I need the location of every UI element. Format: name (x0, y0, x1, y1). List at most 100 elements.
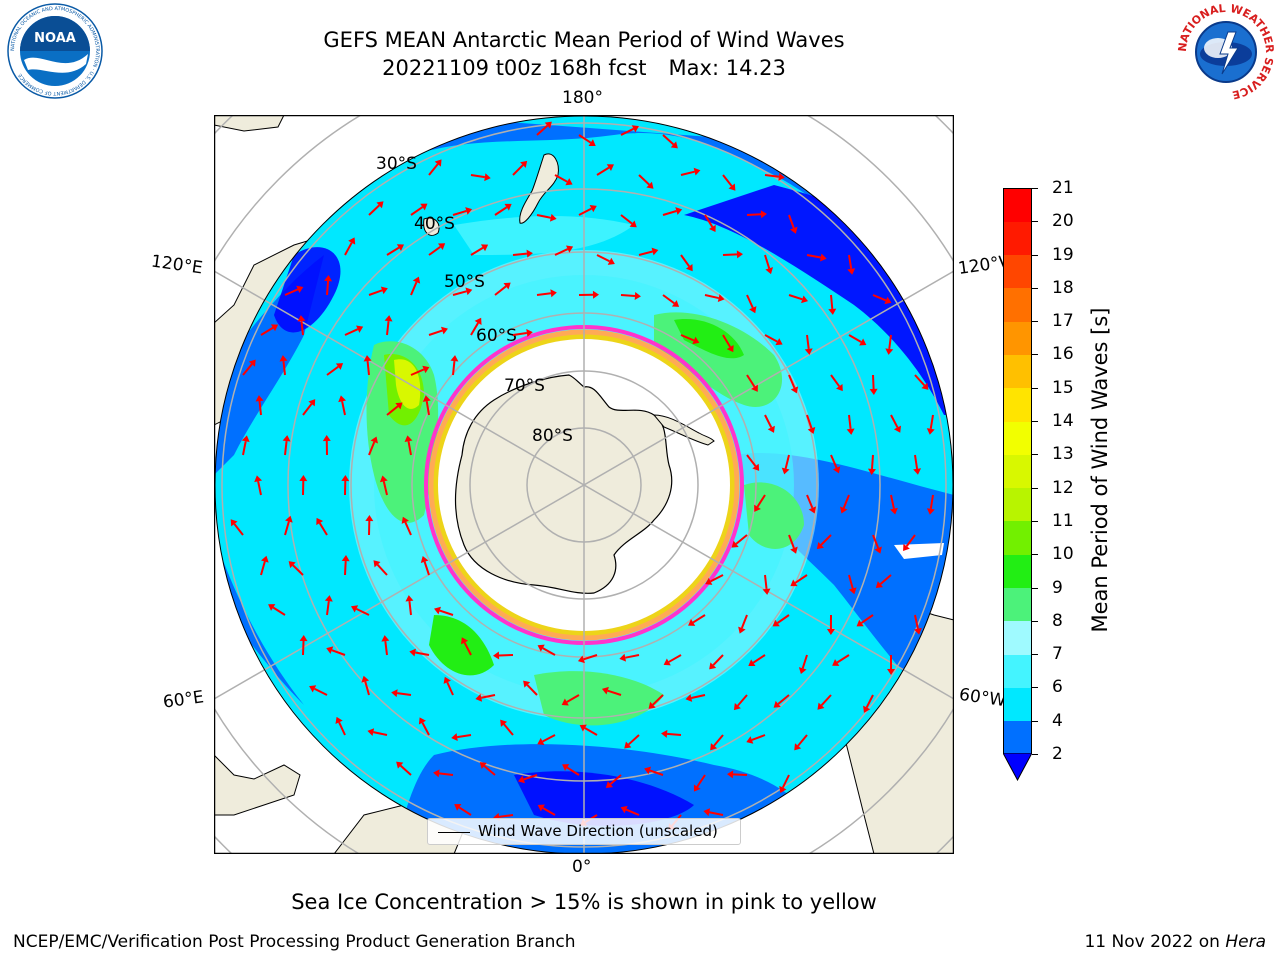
colorbar-tick (1032, 354, 1038, 356)
wave-direction-arrowhead (296, 285, 304, 294)
wave-direction-arrowhead (801, 295, 809, 304)
wave-direction-arrow (596, 166, 610, 176)
wave-direction-arrowhead (461, 637, 469, 645)
wave-direction-arrowhead (493, 651, 500, 660)
colorbar-tick (1032, 287, 1038, 289)
colorbar-segment (1003, 354, 1032, 389)
polar-map: 30°S 40°S 50°S 60°S 70°S 80°S (214, 115, 954, 854)
colorbar-tick (1032, 421, 1038, 423)
wave-direction-arrowhead (420, 203, 428, 211)
wave-direction-arrow (494, 285, 507, 296)
wave-direction-arrow (737, 694, 748, 707)
wave-direction-arrow (258, 400, 262, 416)
wave-direction-arrowhead (443, 676, 451, 684)
wave-direction-arrowhead (826, 628, 835, 635)
wave-direction-arrow (512, 164, 524, 176)
wave-direction-arrow (776, 614, 790, 624)
colorbar-tick-label: 18 (1052, 277, 1074, 298)
wave-direction-arrow (722, 334, 732, 348)
wave-direction-arrow (326, 365, 339, 376)
wave-direction-arrowhead (370, 436, 378, 444)
wave-direction-arrow (386, 405, 399, 416)
wave-direction-arrowhead (631, 125, 639, 133)
wave-direction-arrowhead (379, 475, 388, 483)
wave-direction-arrowhead (520, 160, 528, 168)
wave-direction-arrow (625, 654, 640, 659)
wave-direction-arrow (764, 254, 771, 269)
wave-direction-arrowhead (373, 560, 381, 568)
wave-direction-arrow (355, 608, 370, 616)
wave-direction-arrow (848, 334, 862, 343)
wave-direction-arrowhead (671, 300, 680, 307)
wave-direction-arrow (746, 213, 762, 216)
wave-direction-arrow (386, 246, 400, 256)
wave-direction-arrow (801, 654, 808, 669)
wave-direction-arrowhead (484, 173, 491, 182)
wave-direction-arrow (914, 374, 926, 387)
issue-date: 11 Nov 2022 on Hera (1084, 932, 1266, 952)
colorbar-tick (1032, 554, 1038, 556)
wave-direction-arrowhead (480, 244, 489, 252)
wave-direction-arrowhead (454, 804, 462, 811)
wave-direction-arrow (872, 374, 875, 390)
wave-direction-arrowhead (282, 435, 291, 442)
wave-direction-arrow (344, 242, 353, 256)
wave-direction-arrowhead (412, 276, 421, 284)
wave-direction-arrowhead (903, 543, 910, 552)
wave-direction-arrow (284, 440, 288, 456)
lon-label-180: 180° (562, 88, 603, 108)
wave-direction-arrow (929, 494, 934, 509)
wave-direction-arrow (735, 534, 748, 545)
wave-direction-arrow (578, 207, 592, 216)
wave-direction-arrowhead (451, 733, 458, 742)
wave-direction-arrowhead (859, 338, 867, 346)
wave-direction-arrowhead (381, 635, 390, 642)
machine-name: Hera (1225, 932, 1266, 952)
wave-direction-arrowhead (926, 508, 935, 515)
wave-direction-arrow (463, 642, 472, 656)
wave-direction-arrow (523, 774, 538, 781)
wave-direction-arrowhead (437, 243, 446, 251)
colorbar-tick (1032, 487, 1038, 489)
wave-direction-arrow (830, 294, 834, 310)
wave-direction-arrowhead (773, 700, 781, 708)
wave-direction-arrowhead (840, 506, 848, 514)
wave-direction-arrowhead (316, 517, 324, 526)
wave-direction-arrowhead (565, 178, 573, 186)
wave-direction-arrowhead (885, 348, 894, 355)
wave-direction-arrowhead (465, 207, 473, 215)
wave-direction-arrowhead (820, 253, 827, 262)
wave-direction-arrow (257, 481, 262, 496)
wave-direction-arrow (498, 654, 514, 657)
wave-direction-arrowhead (285, 515, 293, 523)
wave-direction-arrowhead (772, 619, 780, 627)
wave-direction-arrowhead (651, 247, 659, 256)
wave-direction-arrowhead (324, 275, 333, 282)
wave-direction-arrowhead (348, 237, 356, 245)
wave-direction-arrow (692, 614, 706, 624)
wave-direction-arrow (914, 454, 919, 469)
wave-direction-arrowhead (779, 785, 787, 793)
wave-direction-arrow (302, 403, 313, 416)
wave-direction-arrow (710, 574, 724, 583)
colorbar-tick (1032, 321, 1038, 323)
wave-direction-arrowhead (255, 395, 264, 402)
svg-text:NOAA: NOAA (34, 31, 76, 46)
colorbar-tick-label: 15 (1052, 377, 1074, 398)
wave-direction-arrowhead (537, 644, 545, 652)
wave-direction-arrowhead (913, 627, 922, 635)
colorbar-tick-label: 11 (1052, 510, 1074, 531)
wave-direction-arrow (446, 681, 454, 696)
wave-direction-arrow (503, 723, 514, 736)
wave-direction-arrow (364, 681, 370, 696)
wave-direction-arrowhead (367, 728, 375, 737)
colorbar-tick (1032, 620, 1038, 622)
wave-direction-arrow (691, 694, 706, 699)
wave-direction-arrowhead (338, 395, 347, 403)
wave-direction-arrow (627, 734, 640, 746)
colorbar-tick (1032, 587, 1038, 589)
wave-direction-arrow (870, 454, 874, 470)
colorbar-tick-label: 19 (1052, 244, 1074, 265)
wave-direction-arrowhead (629, 220, 637, 228)
wave-direction-arrow (470, 174, 485, 179)
